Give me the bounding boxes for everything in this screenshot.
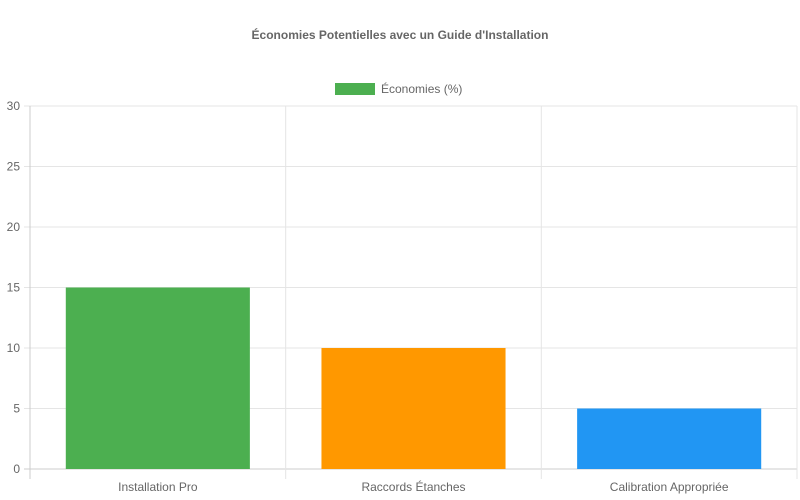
- x-tick-label: Raccords Étanches: [361, 479, 465, 494]
- y-tick-label: 30: [7, 99, 21, 113]
- bar-layer: [65, 287, 762, 469]
- y-tick-label: 25: [7, 160, 21, 174]
- axis-layer: 0 5 10 15 20 25 30 Installation Pro Raccords Éta…: [7, 99, 729, 494]
- bar-3: [577, 408, 762, 469]
- y-tick-label: 10: [7, 341, 21, 355]
- legend[interactable]: Économies (%): [335, 82, 462, 96]
- bar-1: [65, 287, 250, 469]
- y-tick-label: 20: [7, 220, 21, 234]
- chart-title: Économies Potentielles avec un Guide d'I…: [251, 28, 549, 42]
- y-tick-label: 5: [13, 402, 20, 416]
- bar-2: [321, 348, 506, 469]
- legend-swatch: [335, 83, 375, 95]
- x-tick-label: Calibration Appropriée: [610, 480, 729, 494]
- y-tick-label: 15: [7, 281, 21, 295]
- y-tick-label: 0: [13, 462, 20, 476]
- legend-label: Économies (%): [381, 82, 463, 96]
- x-tick-label: Installation Pro: [118, 480, 198, 494]
